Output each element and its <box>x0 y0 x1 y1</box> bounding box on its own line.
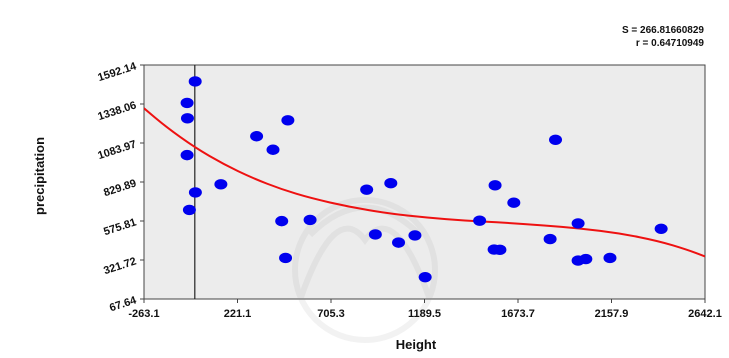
data-point <box>392 237 406 248</box>
data-point <box>180 149 194 161</box>
data-point <box>654 223 668 234</box>
data-point <box>549 134 563 145</box>
data-point <box>250 131 264 142</box>
data-point <box>214 179 228 190</box>
data-point <box>180 97 194 109</box>
x-axis-title: Height <box>396 337 437 352</box>
x-tick-label: 2642.1 <box>688 308 722 320</box>
x-axis-ticks: -263.1 221.1 705.3 1189.5 1673.7 2157.9 2642.1 <box>128 299 722 320</box>
data-point <box>488 180 502 191</box>
data-point <box>281 115 295 126</box>
data-point <box>180 113 194 124</box>
data-point <box>275 215 289 227</box>
stat-r: r = 0.64710949 <box>636 38 705 49</box>
data-point <box>368 229 382 240</box>
data-point <box>182 204 196 216</box>
data-point <box>266 144 280 155</box>
data-point <box>279 252 293 264</box>
stat-s: S = 266.81660829 <box>622 25 704 36</box>
x-tick-label: -263.1 <box>128 308 159 320</box>
data-point <box>579 253 593 265</box>
x-tick-label: 1189.5 <box>408 308 441 320</box>
data-point <box>188 187 202 198</box>
watermark-ornament <box>292 197 438 343</box>
data-point <box>384 178 398 189</box>
data-point <box>571 218 585 229</box>
x-tick-label: 2157.9 <box>595 308 629 320</box>
data-points <box>180 76 668 283</box>
y-axis-title: precipitation <box>32 137 47 215</box>
x-tick-label: 1673.7 <box>501 308 535 320</box>
data-point <box>303 214 317 226</box>
plot-area <box>143 64 706 300</box>
data-point <box>543 233 557 245</box>
x-tick-label: 221.1 <box>224 308 252 320</box>
data-point <box>493 244 507 256</box>
data-point <box>507 197 521 208</box>
data-point <box>418 271 432 283</box>
data-point <box>408 230 422 241</box>
data-point <box>360 184 374 195</box>
fit-curve <box>144 107 705 258</box>
data-point <box>603 252 617 264</box>
data-point <box>473 215 487 226</box>
x-tick-label: 705.3 <box>317 308 345 320</box>
data-point <box>188 76 202 87</box>
